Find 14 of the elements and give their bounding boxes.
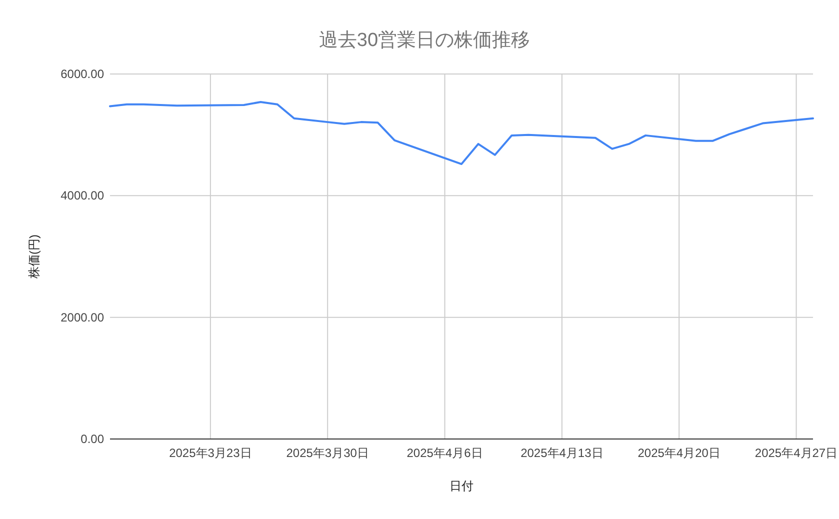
x-tick-label: 2025年3月30日 — [286, 446, 369, 460]
x-tick-label: 2025年4月27日 — [754, 446, 838, 460]
line-series — [109, 100, 814, 166]
y-axis-title: 株価(円) — [27, 234, 41, 280]
chart-title: 過去30営業日の株価推移 — [318, 30, 530, 51]
x-tick-label: 2025年3月23日 — [169, 446, 252, 460]
x-axis-title: 日付 — [450, 479, 474, 493]
y-tick-label: 0.00 — [80, 432, 104, 446]
x-tick-label: 2025年4月20日 — [638, 446, 720, 460]
y-tick-label: 2000.00 — [60, 310, 104, 324]
x-tick-label: 2025年4月13日 — [520, 446, 604, 460]
y-tick-label: 6000.00 — [60, 67, 104, 81]
x-tick-label: 2025年4月6日 — [406, 446, 483, 460]
y-tick-label: 4000.00 — [60, 188, 104, 203]
